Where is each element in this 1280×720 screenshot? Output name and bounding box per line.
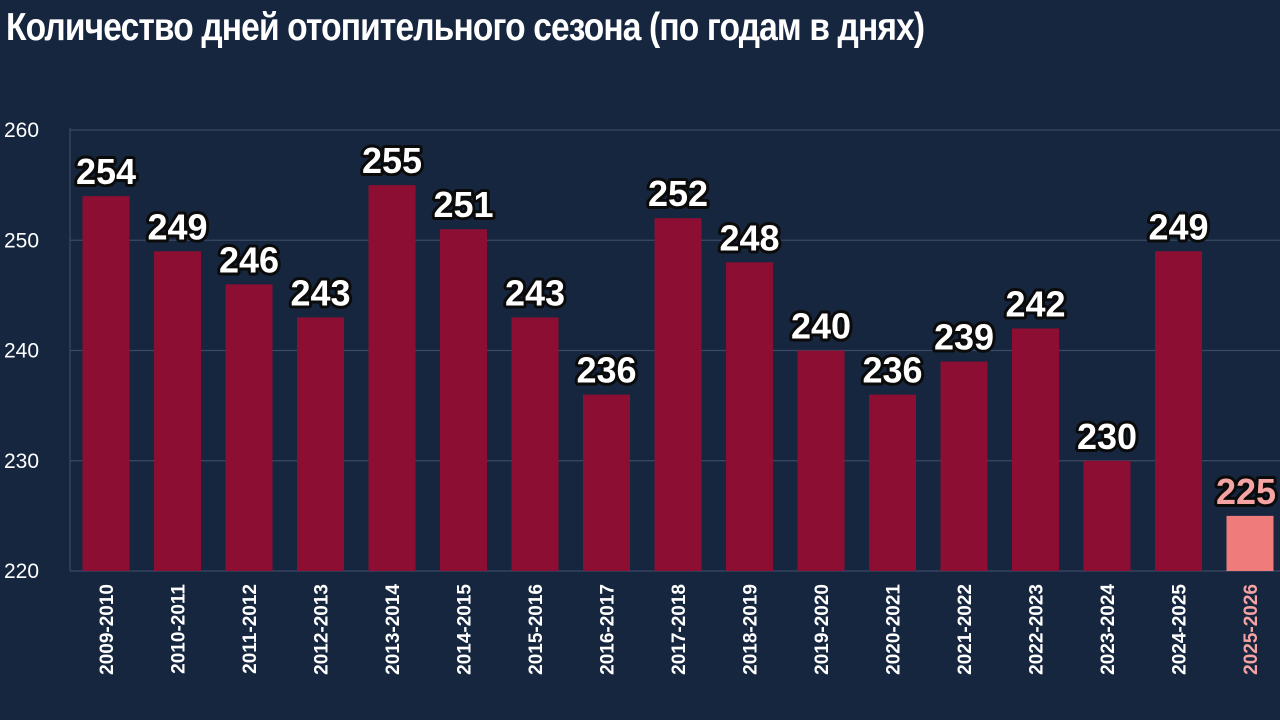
data-label: 251 xyxy=(433,184,493,225)
x-tick-label: 2023-2024 xyxy=(1098,584,1119,675)
data-label: 246 xyxy=(219,239,279,280)
data-label: 230 xyxy=(1077,416,1137,457)
y-axis: 220 230 240 250 260 xyxy=(4,119,71,583)
x-axis: 2009-2010 2010-2011 2011-2012 2012-2013 2013… xyxy=(97,584,1262,675)
bar-2012-2013 xyxy=(297,317,344,571)
x-tick-label: 2019-2020 xyxy=(812,584,833,675)
data-label: 252 xyxy=(648,173,708,214)
data-labels: 254 249 246 243 255 251 243 236 252 248 240 236 239 2… xyxy=(73,137,1279,515)
x-tick-label: 2022-2023 xyxy=(1027,584,1048,675)
bar-2019-2020 xyxy=(797,350,845,571)
x-tick-label: 2018-2019 xyxy=(741,584,762,675)
data-label: 243 xyxy=(290,272,350,313)
bar-2017-2018 xyxy=(654,218,702,571)
bar-2013-2014 xyxy=(368,185,416,571)
x-tick-label: 2013-2014 xyxy=(383,584,404,675)
bar-2022-2023 xyxy=(1012,328,1059,571)
bar-2011-2012 xyxy=(225,284,273,571)
x-tick-label: 2010-2011 xyxy=(169,584,190,674)
data-label: 248 xyxy=(719,217,779,258)
bar-2016-2017 xyxy=(583,394,630,571)
x-tick-label: 2017-2018 xyxy=(669,584,690,675)
data-label: 249 xyxy=(1148,206,1208,247)
x-tick-label: 2025-2026 xyxy=(1241,584,1262,675)
x-tick-label: 2012-2013 xyxy=(312,584,333,675)
x-tick-label: 2015-2016 xyxy=(526,584,547,675)
x-tick-label: 2024-2025 xyxy=(1170,584,1191,675)
bar-2023-2024 xyxy=(1083,460,1131,571)
data-label: 225 xyxy=(1216,471,1276,512)
data-label: 236 xyxy=(862,350,922,391)
y-tick-label: 250 xyxy=(4,229,39,252)
data-label: 240 xyxy=(791,306,851,347)
y-tick-label: 240 xyxy=(4,340,39,363)
data-label: 242 xyxy=(1005,283,1065,324)
bar-2015-2016 xyxy=(511,317,559,571)
data-label: 236 xyxy=(576,350,636,391)
x-tick-label: 2014-2015 xyxy=(455,584,476,675)
data-label: 239 xyxy=(934,317,994,358)
x-tick-label: 2020-2021 xyxy=(884,584,905,675)
bar-2021-2022 xyxy=(940,361,988,571)
chart-title: Количество дней отопительного сезона (по… xyxy=(6,6,925,49)
y-tick-label: 230 xyxy=(4,450,39,473)
data-label: 243 xyxy=(505,272,565,313)
bar-2014-2015 xyxy=(440,229,487,571)
bar-2018-2019 xyxy=(726,262,773,571)
data-label: 255 xyxy=(362,140,422,181)
bar-2024-2025 xyxy=(1155,251,1202,571)
x-tick-label: 2016-2017 xyxy=(598,584,619,675)
x-tick-label: 2009-2010 xyxy=(97,584,118,675)
bar-2009-2010 xyxy=(82,196,130,571)
bar-2025-2026 xyxy=(1226,515,1274,571)
data-label: 254 xyxy=(76,151,136,192)
x-tick-label: 2011-2012 xyxy=(240,584,261,674)
x-tick-label: 2021-2022 xyxy=(955,584,976,675)
bars xyxy=(82,185,1274,571)
bar-2010-2011 xyxy=(154,251,201,571)
data-label: 249 xyxy=(147,206,207,247)
bar-2020-2021 xyxy=(869,394,916,571)
y-tick-label: 220 xyxy=(4,560,39,583)
y-tick-label: 260 xyxy=(4,119,39,142)
